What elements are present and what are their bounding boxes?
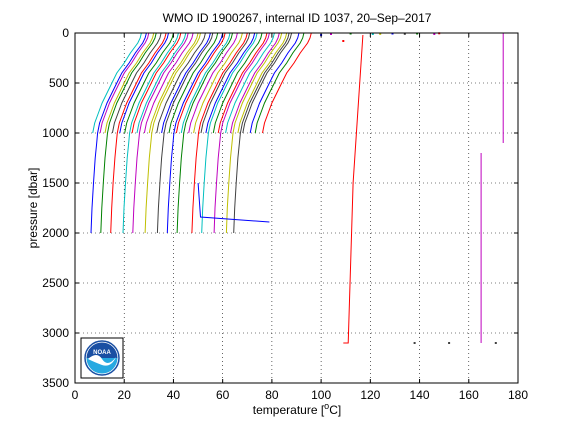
profile-line [175, 32, 226, 134]
profile-line [191, 32, 248, 234]
profile-line [225, 32, 275, 134]
profile-line [201, 32, 258, 234]
profile-line [242, 32, 293, 134]
profile-line [225, 32, 283, 234]
profile-line [168, 32, 219, 134]
logo-bird [88, 355, 116, 366]
profile-line [92, 32, 142, 134]
profile-line [104, 32, 155, 134]
profile-line [90, 32, 147, 234]
y-tick-label: 1000 [42, 126, 69, 140]
x-tick-label: 160 [459, 388, 479, 402]
profile-line [213, 32, 270, 234]
x-tick-label: 140 [410, 388, 430, 402]
profile-line [156, 32, 214, 234]
profile-line [132, 32, 189, 234]
profile-line [144, 32, 201, 234]
profile-line [143, 32, 194, 134]
profile-line [217, 32, 268, 134]
profile-line [212, 32, 263, 134]
profile-line [156, 32, 206, 134]
x-tick-label: 60 [216, 388, 230, 402]
y-tick-label: 0 [62, 26, 69, 40]
profile-line [131, 32, 182, 134]
x-tick-label: 80 [265, 388, 279, 402]
logo-text: NOAA [93, 350, 111, 356]
profile-line [205, 32, 256, 134]
profile-line [200, 32, 251, 134]
logo-sky [86, 342, 118, 358]
y-axis-label: pressure [dbar] [26, 168, 40, 249]
profile-line [124, 32, 174, 134]
data-fleck [371, 33, 374, 35]
profile-line [233, 32, 290, 234]
profile-line [180, 32, 231, 134]
profile-line [230, 32, 280, 134]
profile-line [262, 32, 312, 134]
data-fleck [433, 33, 436, 35]
chart-title: WMO ID 1900267, internal ID 1037, 20–Sep… [163, 11, 432, 25]
x-tick-label: 40 [167, 388, 181, 402]
profile-line [111, 32, 162, 134]
profile-line [110, 32, 167, 234]
x-axis: 0 20 40 60 80 100 120 140 160 180 [72, 33, 528, 402]
y-axis: 0 500 1000 1500 2000 2500 3000 3500 [42, 26, 518, 390]
x-tick-label: 100 [311, 388, 331, 402]
profile-line [119, 32, 169, 134]
outlier-segment [343, 34, 364, 344]
profile-line [161, 32, 211, 134]
y-tick-label: 1500 [42, 176, 69, 190]
profile-line [122, 32, 179, 234]
data-fleck [342, 40, 345, 42]
y-tick-label: 2000 [42, 226, 69, 240]
profile-line [176, 32, 233, 234]
profile-line [188, 32, 238, 134]
x-axis-label: temperature [oC] [253, 401, 341, 417]
profile-line [136, 32, 187, 134]
noaa-logo: NOAA [80, 337, 124, 379]
profile-line [166, 32, 224, 234]
x-tick-label: 120 [360, 388, 380, 402]
y-tick-label: 3500 [42, 376, 69, 390]
data-fleck [494, 342, 497, 344]
data-fleck [330, 33, 332, 35]
y-tick-label: 2500 [42, 276, 69, 290]
profile-line [254, 32, 305, 134]
plot-background [75, 33, 518, 383]
x-tick-label: 180 [508, 388, 528, 402]
outlier-segments [197, 33, 504, 344]
profile-line [148, 32, 199, 134]
profile-lines [90, 32, 312, 234]
plot-area: 0 20 40 60 80 100 120 140 160 180 0 500 1000 1500 200… [42, 26, 528, 402]
y-tick-label: 3000 [42, 326, 69, 340]
data-fleck [403, 32, 406, 35]
profile-line [193, 32, 243, 134]
data-fleck [413, 342, 416, 344]
data-fleck [379, 32, 382, 35]
y-tick-label: 500 [49, 76, 69, 90]
plot-frame [74, 32, 519, 384]
profile-line [249, 32, 300, 134]
profile-line [99, 32, 150, 134]
data-fleck [448, 342, 451, 344]
x-tick-label: 20 [118, 388, 132, 402]
x-tick-label: 0 [72, 388, 79, 402]
profile-line [100, 32, 157, 234]
profile-line [237, 32, 288, 134]
outlier-segment [197, 182, 270, 223]
